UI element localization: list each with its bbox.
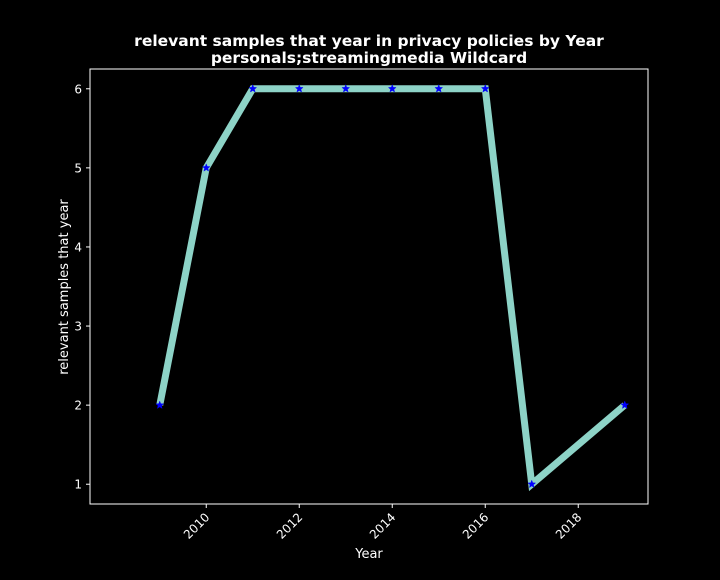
data-point-marker bbox=[387, 84, 397, 93]
y-tick-label: 5 bbox=[74, 161, 82, 175]
y-tick-label: 3 bbox=[74, 320, 82, 334]
x-tick-label: 2016 bbox=[460, 510, 491, 541]
chart-subtitle: personals;streamingmedia Wildcard bbox=[211, 49, 527, 67]
data-point-marker bbox=[155, 400, 165, 409]
chart-title: relevant samples that year in privacy po… bbox=[134, 32, 604, 50]
series-line bbox=[156, 85, 628, 492]
y-tick-label: 2 bbox=[74, 399, 82, 413]
y-axis-label: relevant samples that year bbox=[57, 199, 72, 375]
data-point-marker bbox=[480, 84, 490, 93]
data-point-marker bbox=[201, 163, 211, 172]
y-tick-label: 1 bbox=[74, 478, 82, 492]
data-point-marker bbox=[620, 400, 630, 409]
series-layer bbox=[155, 84, 630, 492]
data-point-marker bbox=[294, 84, 304, 93]
x-axis-label: Year bbox=[354, 547, 383, 562]
x-tick-label: 2014 bbox=[367, 510, 398, 541]
x-tick-label: 2012 bbox=[274, 510, 305, 541]
data-point-marker bbox=[527, 479, 537, 489]
y-tick-label: 4 bbox=[74, 240, 82, 254]
data-point-marker bbox=[434, 84, 444, 93]
y-tick-label: 6 bbox=[74, 82, 82, 96]
data-point-marker bbox=[341, 84, 351, 93]
x-tick-label: 2018 bbox=[553, 510, 584, 541]
data-point-marker bbox=[248, 84, 258, 93]
plot-frame bbox=[89, 68, 649, 505]
axes bbox=[89, 68, 649, 505]
x-tick-label: 2010 bbox=[181, 510, 212, 541]
